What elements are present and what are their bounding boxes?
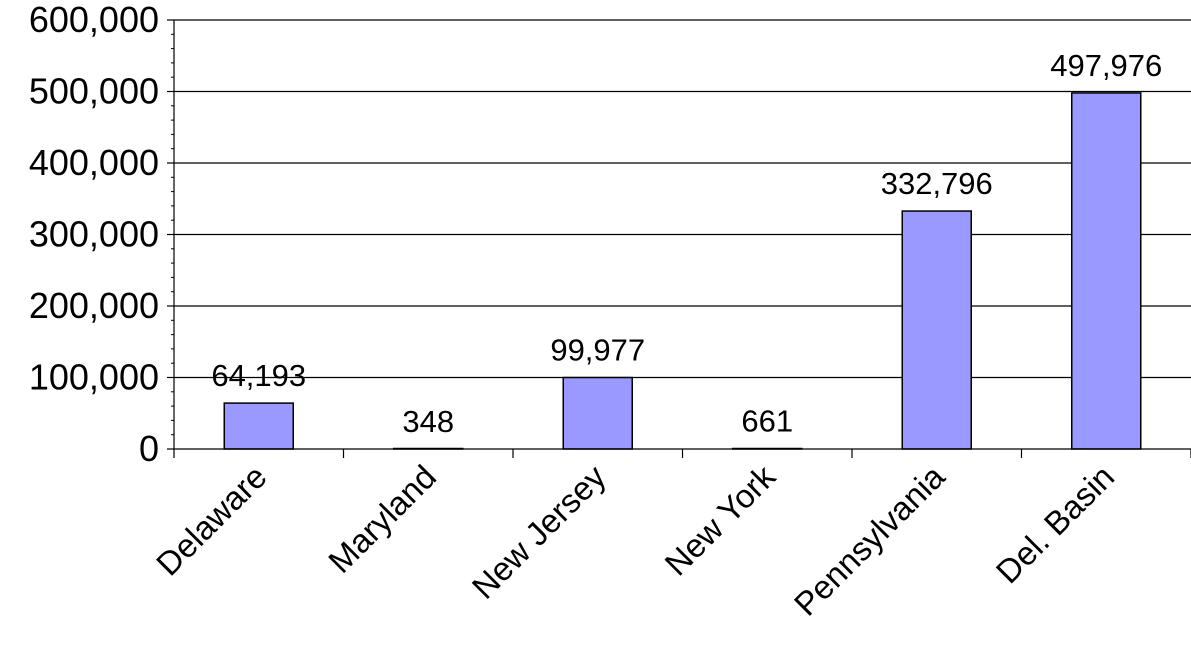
y-tick-label: 100,000 [29,357,159,398]
data-label: 497,976 [1050,48,1162,83]
y-tick-label: 200,000 [29,285,159,326]
bar-new-jersey [562,376,633,450]
data-label: 64,193 [211,358,306,393]
x-category-label: Maryland [321,458,443,580]
x-category-label: Delaware [149,458,274,583]
bar-pennsylvania [901,210,972,450]
axes [167,19,1191,458]
y-tick-label: 600,000 [29,0,159,40]
x-category-label: New Jersey [465,457,613,605]
y-tick-label: 400,000 [29,142,159,183]
data-label: 661 [741,404,793,439]
x-tick-labels: Delaware Maryland New Jersey New York Pennsy… [149,457,1121,622]
data-label: 99,977 [550,333,645,368]
bar-del-basin [1071,92,1142,450]
data-label: 348 [402,404,454,439]
x-category-label: New York [657,457,782,582]
data-labels: 64,193 348 99,977 661 332,796 497,976 [211,48,1162,439]
y-tick-label: 500,000 [29,71,159,112]
y-tick-label: 0 [139,428,159,469]
bars [223,92,1142,450]
gridlines [174,19,1191,379]
y-tick-label: 300,000 [29,214,159,255]
x-category-label: Del. Basin [989,458,1122,591]
data-label: 332,796 [881,166,993,201]
bar-delaware [223,402,294,450]
y-tick-labels: 0 100,000 200,000 300,000 400,000 500,000 600,… [29,0,159,469]
x-category-label: Pennsylvania [787,457,952,622]
